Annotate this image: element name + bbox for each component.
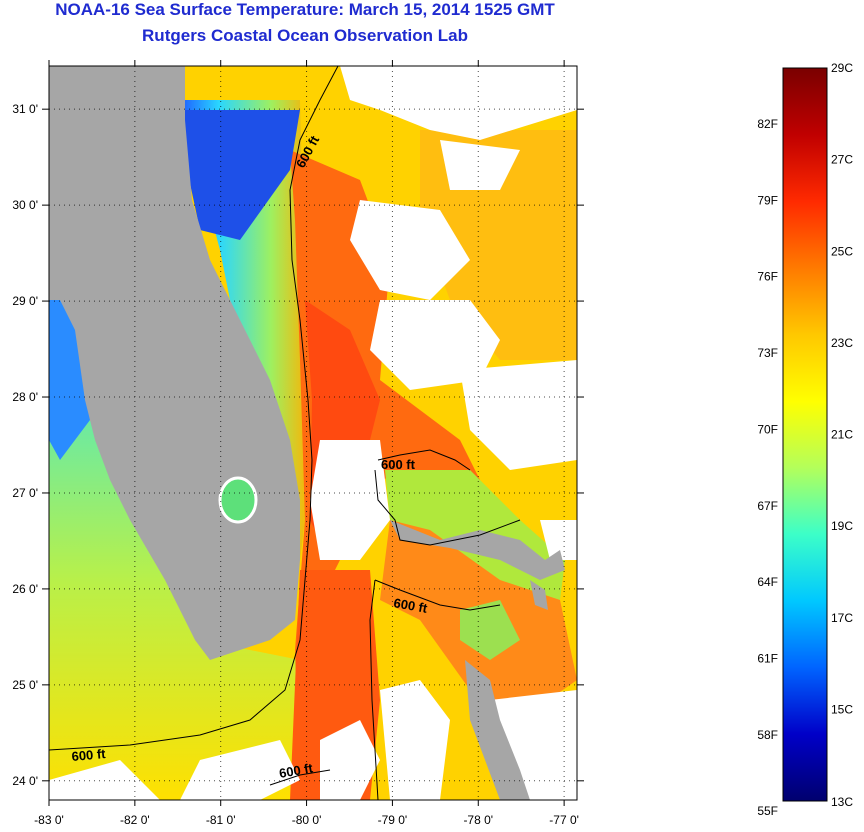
lon-tick-label: -77 0' (549, 813, 579, 827)
celsius-label: 27C (831, 153, 853, 167)
gulf-stream (290, 150, 480, 800)
fahrenheit-label: 61F (757, 651, 778, 665)
lat-tick-label: 28 0' (12, 390, 38, 404)
contour-label: 600 ft (278, 760, 315, 781)
fahrenheit-label: 82F (757, 117, 778, 131)
map-gridlines (49, 66, 577, 800)
colorbar-bar (782, 67, 828, 802)
lon-tick-label: -78 0' (463, 813, 493, 827)
celsius-label: 19C (831, 519, 853, 533)
abaco-land (530, 580, 548, 610)
celsius-label: 21C (831, 428, 853, 442)
lat-tick-label: 25 0' (12, 678, 38, 692)
cloud-cover (49, 66, 577, 800)
map-title: NOAA-16 Sea Surface Temperature: March 1… (55, 0, 555, 19)
lake-okeechobee (218, 476, 258, 524)
celsius-label: 13C (831, 795, 853, 809)
map-plot-area (49, 66, 577, 800)
lat-tick-label: 31 0' (12, 102, 38, 116)
fahrenheit-label: 70F (757, 422, 778, 436)
lat-tick-label: 27 0' (12, 486, 38, 500)
lon-tick-label: -82 0' (120, 813, 150, 827)
celsius-label: 23C (831, 336, 853, 350)
contour-label: 600 ft (71, 746, 107, 764)
lat-tick-label: 24 0' (12, 774, 38, 788)
contour-label: 600 ft (392, 595, 429, 616)
fahrenheit-label: 79F (757, 193, 778, 207)
fahrenheit-label: 76F (757, 270, 778, 284)
map-frame (48, 65, 578, 801)
lat-tick-label: 26 0' (12, 582, 38, 596)
cold-water-northeast-florida (185, 110, 300, 240)
lat-tick-label: 29 0' (12, 294, 38, 308)
grand-bahama-land (390, 520, 565, 580)
fahrenheit-label: 64F (757, 575, 778, 589)
celsius-label: 17C (831, 611, 853, 625)
lon-tick-label: -79 0' (378, 813, 408, 827)
depth-contours (49, 66, 521, 800)
southern-bank-green (460, 600, 520, 660)
lat-tick-label: 30 0' (12, 198, 38, 212)
andros-land (465, 660, 530, 800)
map-subtitle: Rutgers Coastal Ocean Observation Lab (142, 26, 468, 45)
longitude-labels: -83 0' -82 0' -81 0' -80 0' -79 0' -78 0' -77 … (34, 813, 579, 827)
celsius-label: 29C (831, 61, 853, 75)
fahrenheit-label: 58F (757, 728, 778, 742)
fahrenheit-label: 67F (757, 499, 778, 513)
contour-label: 600 ft (381, 457, 416, 472)
map-ticks (42, 60, 584, 806)
celsius-label: 25C (831, 244, 853, 258)
gulf-of-mexico (49, 66, 300, 800)
latitude-labels: 24 0' 25 0' 26 0' 27 0' 28 0' 29 0' 30 0' 31 0' (12, 102, 38, 788)
lon-tick-label: -83 0' (34, 813, 64, 827)
colorbar-fahrenheit-labels: 82F 79F 76F 73F 70F 67F 64F 61F 58F 55F (757, 117, 778, 818)
celsius-label: 15C (831, 702, 853, 716)
fahrenheit-label: 55F (757, 804, 778, 818)
lon-tick-label: -81 0' (206, 813, 236, 827)
fahrenheit-label: 73F (757, 346, 778, 360)
colorbar-celsius-labels: 29C 27C 25C 23C 21C 19C 17C 15C 13C (831, 61, 853, 809)
lon-tick-label: -80 0' (292, 813, 322, 827)
